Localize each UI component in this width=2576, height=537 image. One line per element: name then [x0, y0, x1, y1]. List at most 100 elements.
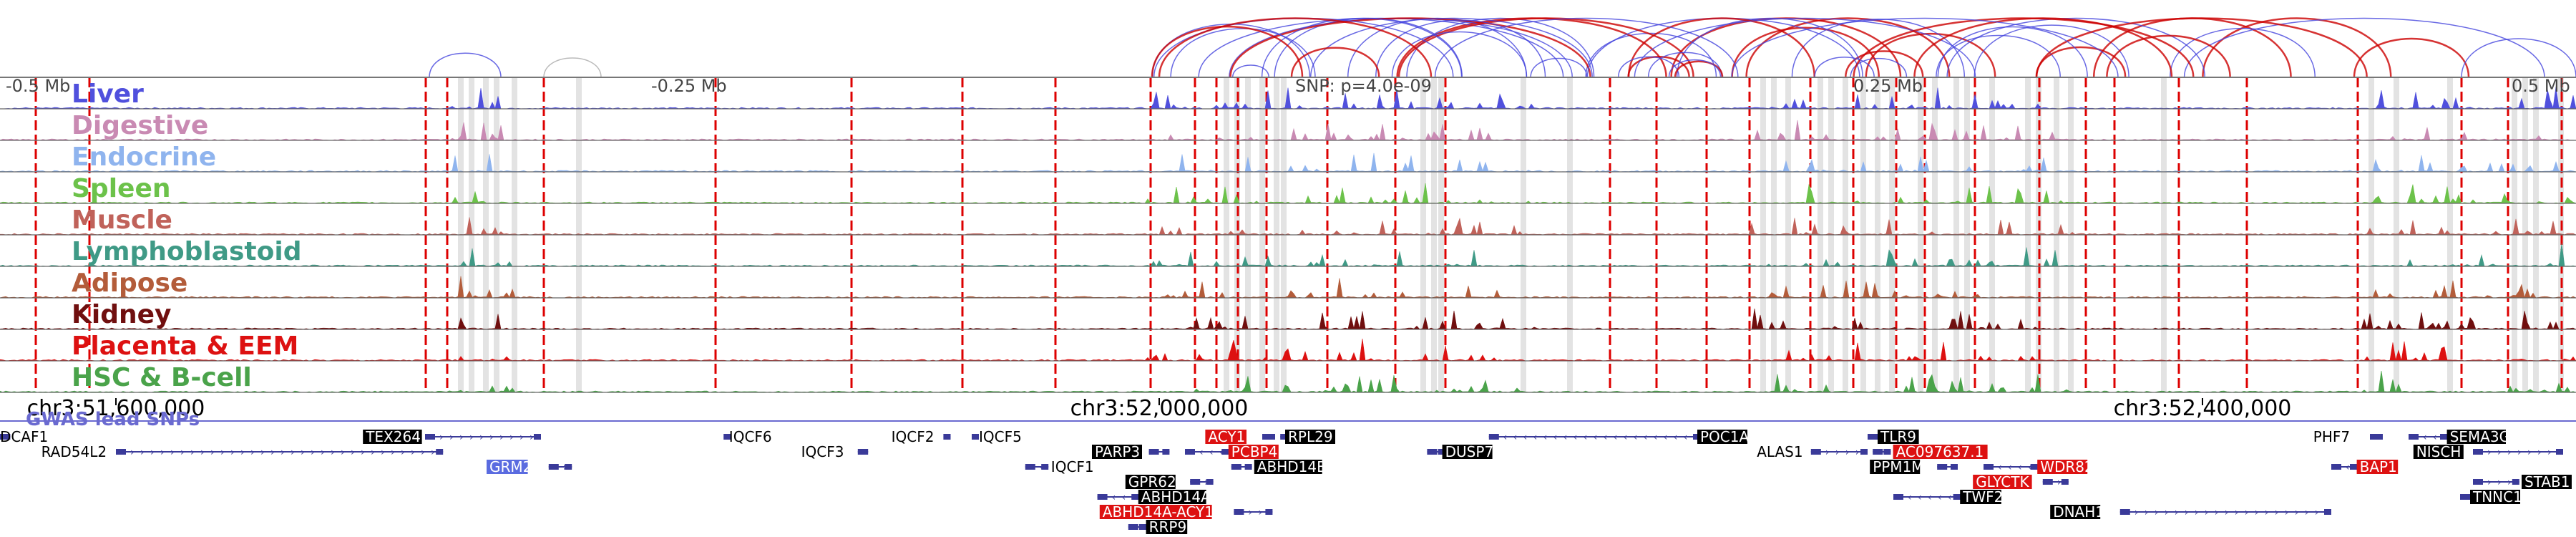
gene-exon — [1025, 464, 1035, 470]
gene-glyctk[interactable]: › GLYCTK — [1973, 473, 2069, 490]
gene-stab1[interactable]: › › › STAB1 — [2473, 473, 2572, 490]
strand-arrow: ‹ — [2018, 462, 2022, 473]
gene-exon — [2440, 434, 2447, 440]
gene-iqcf6[interactable]: IQCF6 — [723, 428, 772, 445]
gene-abhd14a-acy1[interactable]: › › ABHD14A-ACY1 — [1099, 503, 1273, 521]
gene-twf2[interactable]: ‹ ‹ ‹ ‹ ‹ TWF2 — [1893, 488, 2003, 505]
gene-label-box — [2522, 475, 2572, 489]
coord-label: chr3:51,600,000 — [27, 396, 205, 421]
gene-rrp9[interactable]: RRP9 — [1128, 518, 1188, 536]
gene-exon — [1937, 464, 1948, 470]
gene-grm2[interactable]: › GRM2 — [487, 458, 572, 475]
strand-arrow: › — [170, 447, 175, 458]
gene-exon — [2119, 509, 2130, 515]
gene-iqcf3[interactable]: IQCF3 — [801, 443, 869, 460]
track-spleen: Spleen — [0, 174, 2576, 204]
strand-arrow: › — [240, 447, 245, 458]
gene-acy1[interactable]: ACY1 — [1205, 428, 1275, 445]
gene-iqcf2[interactable]: IQCF2 — [892, 428, 951, 445]
gene-rad54l2[interactable]: › › › › › › › › › › › › › › › › › › › › › › › › › › › › › › › RAD54L2 — [42, 443, 444, 460]
strand-arrow: ‹ — [1040, 462, 1044, 473]
gene-alas1[interactable]: › › › › ALAS1 — [1757, 443, 1868, 460]
strand-arrow: ‹ — [1928, 492, 1932, 503]
gene-abhd14a[interactable]: ‹ ‹ ABHD14A — [1097, 488, 1211, 505]
gene-label-box — [1697, 430, 1747, 444]
gene-label-box — [2050, 505, 2101, 519]
gene-label: TEX264 — [365, 428, 421, 445]
gene-dcaf1[interactable]: DCAF1 — [0, 428, 48, 445]
loop-arc — [1261, 17, 1463, 78]
strand-arrow: › — [2305, 507, 2309, 518]
gene-rpl29[interactable]: RPL29 — [1280, 428, 1335, 445]
strand-arrow: ‹ — [1604, 432, 1608, 443]
gene-parp3[interactable]: PARP3 — [1092, 443, 1170, 460]
gene-nisch[interactable]: › › › › › › › NISCH — [2413, 443, 2563, 460]
gene-exon — [1041, 464, 1049, 470]
strand-arrow: › — [2275, 507, 2279, 518]
gene-exon — [2473, 449, 2483, 455]
strand-arrow: › — [2175, 507, 2179, 518]
loop-arc — [1391, 31, 1528, 78]
track-label: Endocrine — [72, 142, 216, 172]
loop-arc — [2461, 38, 2576, 78]
strand-arrow: › — [449, 432, 454, 443]
strand-arrow: ‹ — [1553, 432, 1558, 443]
loop-arc — [1585, 32, 1717, 78]
gene-exon — [2324, 509, 2331, 515]
coordinate-axis: -0.5 Mb -0.25 Mb SNP: p=4.0e-09 0.25 Mb … — [6, 76, 2570, 96]
gene-label: ALAS1 — [1757, 443, 1802, 460]
gene-dusp7[interactable]: DUSP7 — [1427, 443, 1493, 460]
strand-arrow: › — [301, 447, 305, 458]
gene-label: TWF2 — [1962, 488, 2003, 505]
loop-arc — [1375, 19, 1546, 78]
strand-arrow: › — [1835, 447, 1840, 458]
strand-arrow: ‹ — [1584, 432, 1588, 443]
strand-arrow: ‹ — [1574, 432, 1578, 443]
gene-gpr62[interactable]: › GPR62 — [1125, 473, 1214, 490]
strand-arrow: ‹ — [1674, 432, 1678, 443]
loop-arc — [1913, 17, 2173, 78]
strand-arrow: ‹ — [1209, 447, 1214, 458]
gene-exon — [1185, 449, 1195, 455]
chromosome-coordinates: chr3:51,600,000 chr3:52,000,000 chr3:52,40… — [27, 396, 2292, 421]
gene-pcbp4[interactable]: ‹ ‹ ‹ PCBP4 — [1185, 443, 1279, 460]
gene-iqcf5[interactable]: IQCF5 — [972, 428, 1022, 445]
loop-arc — [1158, 17, 1433, 78]
gene-dnah1[interactable]: › › › › › › › › › › › › › › › › › › › DNAH1 — [2050, 503, 2331, 521]
gene-label-box — [1285, 430, 1335, 444]
strand-arrow: › — [260, 447, 265, 458]
gene-abhd14b[interactable]: ABHD14B — [1231, 458, 1327, 475]
signal-profile — [0, 370, 2576, 394]
strand-arrow: ‹ — [1938, 492, 1942, 503]
loop-arc — [1170, 28, 1316, 78]
gene-bap1[interactable]: ‹ BAP1 — [2331, 458, 2399, 475]
gene-label-box — [363, 430, 422, 444]
strand-arrow: › — [280, 447, 285, 458]
gene-label-box — [1254, 460, 1322, 474]
gene-label: IQCF2 — [892, 428, 935, 445]
strand-arrow: › — [2135, 507, 2139, 518]
loop-arc — [1668, 59, 1722, 78]
loop-arc — [2202, 17, 2392, 78]
gene-ac097637-1[interactable]: AC097637.1 — [1873, 443, 1988, 460]
signal-tracks: LiverDigestiveEndocrineSpleenMuscleLymph… — [0, 77, 2576, 394]
strand-arrow: › — [2185, 507, 2189, 518]
gene-wdr82[interactable]: ‹ ‹ ‹ ‹ WDR82 — [1984, 458, 2094, 475]
strand-arrow: › — [391, 447, 395, 458]
gene-poc1a[interactable]: ‹ ‹ ‹ ‹ ‹ ‹ ‹ ‹ ‹ ‹ ‹ ‹ ‹ ‹ ‹ ‹ ‹ ‹ ‹ POC1A — [1488, 428, 1750, 445]
strand-arrow: › — [2295, 507, 2299, 518]
loop-arc — [1290, 47, 1380, 78]
strand-arrow: › — [479, 432, 484, 443]
gene-tex264[interactable]: › › › › › › › › › › TEX264 — [363, 428, 541, 445]
gene-label: TLR9 — [1880, 428, 1916, 445]
gene-ppm1m[interactable]: PPM1M — [1870, 458, 1958, 475]
gene-iqcf1[interactable]: ‹ IQCF1 — [1025, 458, 1094, 475]
strand-arrow: ‹ — [1503, 432, 1508, 443]
gene-sema3g[interactable]: ‹ ‹ SEMA3G — [2409, 428, 2510, 445]
strand-arrow: › — [291, 447, 295, 458]
signal-profile — [0, 339, 2576, 362]
track-liver: Liver — [0, 79, 2576, 110]
gene-tlr9[interactable]: TLR9 — [1868, 428, 1919, 445]
gene-tnnc1[interactable]: TNNC1 — [2460, 488, 2522, 505]
gene-phf7[interactable]: PHF7 — [2313, 428, 2383, 445]
